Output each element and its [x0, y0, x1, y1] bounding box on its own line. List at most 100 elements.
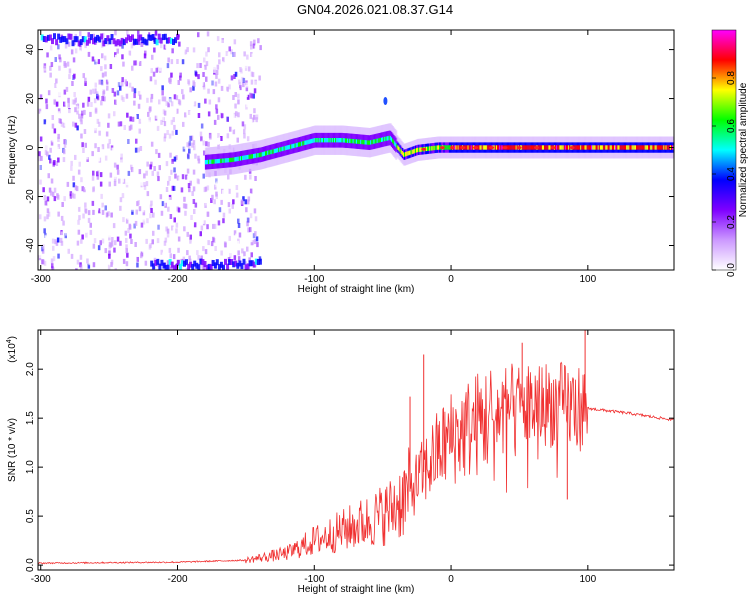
noise-speckle	[150, 93, 154, 99]
noise-speckle	[102, 157, 106, 163]
noise-speckle	[62, 162, 65, 167]
noise-speckle	[252, 233, 256, 239]
noise-speckle	[246, 125, 249, 131]
noise-speckle	[94, 94, 97, 100]
noise-speckle	[125, 261, 129, 267]
noise-speckle	[95, 72, 98, 78]
colorbar-tick-label: 0.2	[726, 215, 737, 229]
noise-speckle	[193, 101, 197, 107]
ridge-core	[366, 140, 369, 145]
noise-speckle	[197, 89, 201, 95]
ridge-core	[414, 148, 417, 153]
noise-speckle	[257, 247, 260, 253]
noise-speckle	[103, 96, 106, 102]
noise-speckle	[148, 98, 152, 104]
ridge-core	[465, 145, 468, 150]
noise-speckle	[146, 212, 149, 218]
ridge-core	[457, 145, 460, 150]
noise-speckle	[161, 138, 164, 143]
ridge-core	[300, 141, 303, 147]
noise-speckle	[243, 129, 246, 135]
noise-speckle	[177, 207, 181, 213]
edge-band-mark	[83, 36, 87, 43]
edge-band-mark	[215, 259, 219, 266]
noise-speckle	[110, 241, 114, 247]
noise-speckle	[175, 129, 178, 135]
noise-speckle	[101, 209, 105, 215]
noise-speckle	[198, 187, 202, 193]
noise-speckle	[248, 181, 251, 187]
noise-speckle	[75, 104, 79, 110]
ridge-core	[467, 145, 470, 150]
noise-speckle	[150, 200, 153, 206]
noise-speckle	[133, 211, 137, 217]
noise-speckle	[207, 88, 210, 94]
noise-speckle	[180, 41, 184, 47]
noise-speckle	[121, 193, 125, 199]
ridge-core	[283, 146, 286, 151]
noise-speckle	[79, 116, 83, 122]
noise-speckle	[52, 267, 55, 270]
noise-speckle	[170, 169, 173, 175]
noise-speckle	[219, 75, 223, 81]
noise-speckle	[176, 39, 180, 45]
ridge-core	[580, 145, 583, 150]
noise-speckle	[70, 216, 73, 222]
noise-speckle	[191, 142, 194, 148]
noise-speckle	[44, 65, 47, 71]
edge-band-mark	[143, 38, 147, 45]
noise-speckle	[200, 225, 204, 231]
noise-speckle	[219, 184, 223, 190]
noise-speckle	[50, 140, 54, 146]
noise-speckle	[105, 79, 109, 85]
noise-speckle	[234, 71, 238, 77]
edge-band-mark	[157, 33, 161, 40]
noise-speckle	[80, 264, 83, 270]
noise-speckle	[140, 117, 143, 122]
spectrogram-content	[38, 30, 674, 270]
noise-speckle	[190, 135, 194, 141]
noise-speckle	[258, 220, 262, 226]
noise-speckle	[218, 207, 222, 213]
ridge-core	[615, 145, 618, 150]
ridge-core	[417, 147, 420, 153]
noise-speckle	[201, 81, 204, 87]
ridge-core	[208, 159, 211, 165]
noise-speckle	[213, 223, 217, 229]
spectrogram-ytick-label: -20	[25, 189, 36, 204]
noise-speckle	[253, 114, 256, 120]
noise-speckle	[125, 218, 129, 224]
noise-speckle	[149, 213, 152, 219]
edge-band-mark	[147, 34, 151, 41]
noise-speckle	[185, 174, 188, 180]
noise-speckle	[184, 112, 187, 118]
noise-speckle	[66, 51, 70, 57]
noise-speckle	[184, 240, 187, 246]
ridge-core	[586, 145, 589, 150]
noise-speckle	[131, 116, 135, 122]
noise-speckle	[182, 161, 185, 167]
ridge-core	[256, 153, 259, 158]
noise-speckle	[90, 61, 93, 67]
ridge-core	[563, 145, 566, 150]
ridge-core	[611, 145, 614, 150]
noise-speckle	[245, 207, 248, 213]
noise-speckle	[187, 163, 191, 169]
ridge-core	[392, 138, 394, 143]
noise-speckle	[134, 115, 138, 121]
noise-speckle	[94, 107, 98, 113]
noise-speckle	[72, 175, 75, 181]
noise-speckle	[108, 253, 111, 259]
edge-band-mark	[152, 263, 156, 270]
noise-speckle	[242, 115, 246, 121]
noise-speckle	[97, 156, 101, 162]
noise-speckle	[128, 125, 132, 131]
noise-speckle	[49, 190, 53, 196]
ridge-core	[561, 145, 564, 150]
noise-speckle	[113, 173, 116, 179]
noise-speckle	[160, 210, 164, 216]
noise-speckle	[193, 82, 196, 87]
noise-speckle	[139, 146, 143, 151]
ridge-core	[556, 145, 559, 150]
ridge-core	[588, 145, 591, 150]
